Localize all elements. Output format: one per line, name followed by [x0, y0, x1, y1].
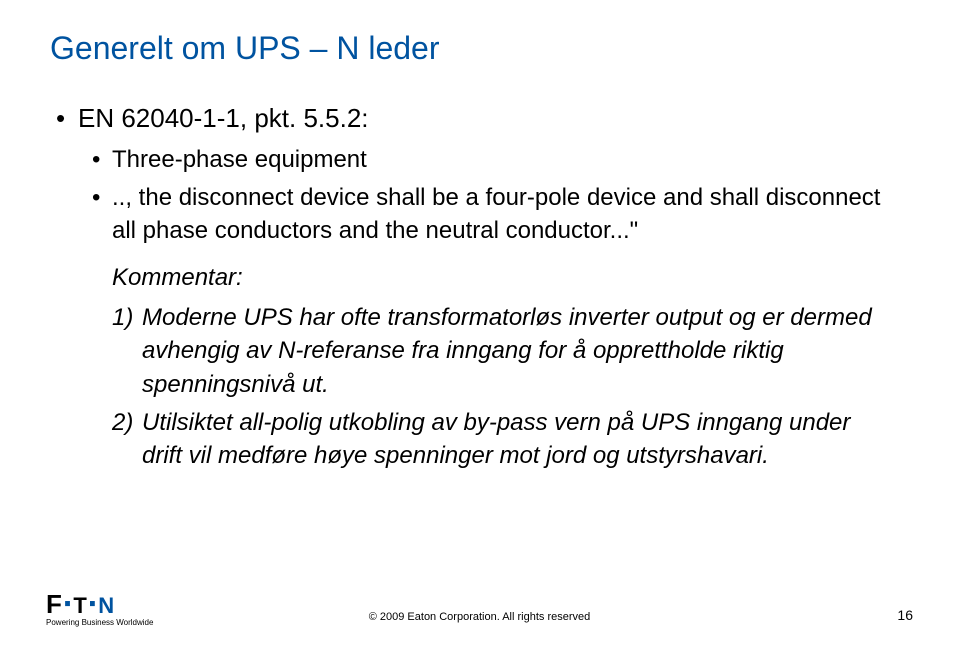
bullet-text: Three-phase equipment [112, 144, 909, 176]
item-number: 1) [112, 301, 142, 402]
bullet-dot: • [92, 182, 112, 247]
logo-tagline: Powering Business Worldwide [46, 618, 153, 627]
slide: Generelt om UPS – N leder • EN 62040-1-1… [0, 0, 959, 645]
eaton-logo: F∙T∙N Powering Business Worldwide [46, 589, 153, 627]
item-text: Moderne UPS har ofte transformatorløs in… [142, 301, 909, 402]
bullet-text: .., the disconnect device shall be a fou… [112, 182, 909, 247]
bullet-level2: • Three-phase equipment [92, 144, 909, 176]
bullet-dot: • [56, 103, 78, 134]
bullet-dot: • [92, 144, 112, 176]
numbered-item: 1) Moderne UPS har ofte transformatorløs… [112, 301, 909, 402]
logo-wordmark: F∙T∙N [46, 589, 153, 620]
page-number: 16 [897, 607, 913, 623]
comment-label: Kommentar: [112, 261, 909, 295]
bullet-level1: • EN 62040-1-1, pkt. 5.5.2: [56, 103, 909, 134]
numbered-item: 2) Utilsiktet all-polig utkobling av by-… [112, 406, 909, 473]
slide-footer: F∙T∙N Powering Business Worldwide © 2009… [0, 573, 959, 633]
item-text: Utilsiktet all-polig utkobling av by-pas… [142, 406, 909, 473]
bullet-text: EN 62040-1-1, pkt. 5.5.2: [78, 103, 369, 134]
slide-body: • EN 62040-1-1, pkt. 5.5.2: • Three-phas… [50, 103, 909, 473]
bullet-level2: • .., the disconnect device shall be a f… [92, 182, 909, 247]
copyright-text: © 2009 Eaton Corporation. All rights res… [369, 611, 591, 623]
slide-title: Generelt om UPS – N leder [50, 30, 909, 67]
comment-block: Kommentar: 1) Moderne UPS har ofte trans… [112, 261, 909, 473]
item-number: 2) [112, 406, 142, 473]
